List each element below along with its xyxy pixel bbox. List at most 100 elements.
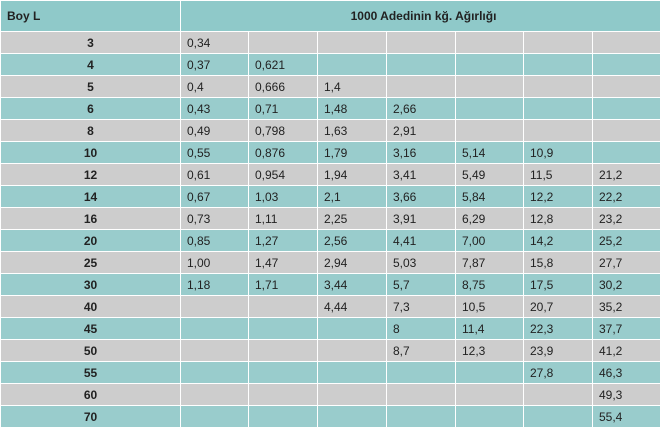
weight-cell	[455, 119, 524, 142]
weight-cell	[591, 75, 660, 98]
weight-cell: 0,37	[180, 53, 249, 76]
weight-cell: 2,56	[317, 229, 387, 252]
weight-cell: 0,67	[180, 185, 249, 208]
boy-cell: 25	[0, 251, 181, 274]
table-row: 4 0,37 0,621	[0, 53, 660, 76]
boy-cell: 16	[0, 207, 181, 230]
weight-cell: 10,9	[523, 141, 593, 164]
weight-cell: 20,7	[523, 295, 593, 318]
weight-cell: 1,71	[248, 273, 318, 296]
weight-cell: 1,27	[248, 229, 318, 252]
boy-cell: 55	[0, 361, 181, 384]
weight-cell	[317, 383, 387, 406]
weight-cell	[523, 405, 593, 428]
weight-cell: 46,3	[591, 361, 660, 384]
weight-cell: 1,11	[248, 207, 318, 230]
weight-cell	[591, 119, 660, 142]
weight-cell: 21,2	[591, 163, 660, 186]
boy-cell: 6	[0, 97, 181, 120]
weight-cell: 0,55	[180, 141, 249, 164]
weight-cell: 0,954	[248, 163, 318, 186]
weight-cell	[317, 361, 387, 384]
weight-cell: 0,61	[180, 163, 249, 186]
weight-cell	[248, 339, 318, 362]
weight-cell	[180, 361, 249, 384]
boy-cell: 4	[0, 53, 181, 76]
weight-cell	[523, 53, 593, 76]
weight-cell: 0,4	[180, 75, 249, 98]
weight-cell: 0,49	[180, 119, 249, 142]
weight-cell	[248, 383, 318, 406]
weight-cell: 15,8	[523, 251, 593, 274]
weight-cell: 1,94	[317, 163, 387, 186]
weight-cell: 27,8	[523, 361, 593, 384]
table-row: 10 0,55 0,876 1,79 3,16 5,14 10,9	[0, 141, 660, 164]
weight-cell	[386, 75, 456, 98]
weight-cell	[180, 295, 249, 318]
weight-cell: 4,44	[317, 295, 387, 318]
weight-cell	[317, 339, 387, 362]
table-row: 70 55,4	[0, 405, 660, 428]
table-body: 3 0,34 4 0,37 0,621 5 0,4 0,666 1,4 6 0,43 0,71 1,48…	[0, 31, 660, 428]
table-row: 50 8,7 12,3 23,9 41,2	[0, 339, 660, 362]
weight-cell: 1,18	[180, 273, 249, 296]
weight-cell	[523, 97, 593, 120]
weight-cell: 35,2	[591, 295, 660, 318]
boy-cell: 45	[0, 317, 181, 340]
weight-cell: 55,4	[591, 405, 660, 428]
weight-cell: 41,2	[591, 339, 660, 362]
table-row: 30 1,18 1,71 3,44 5,7 8,75 17,5 30,2	[0, 273, 660, 296]
table-header-row: Boy L 1000 Adedinin kğ. Ağırlığı	[0, 0, 660, 32]
weight-cell: 0,798	[248, 119, 318, 142]
weight-cell	[523, 75, 593, 98]
table-row: 14 0,67 1,03 2,1 3,66 5,84 12,2 22,2	[0, 185, 660, 208]
weight-cell: 1,00	[180, 251, 249, 274]
boy-cell: 40	[0, 295, 181, 318]
boy-cell: 12	[0, 163, 181, 186]
table-row: 5 0,4 0,666 1,4	[0, 75, 660, 98]
weight-cell	[386, 383, 456, 406]
weight-cell: 2,66	[386, 97, 456, 120]
weight-cell	[317, 405, 387, 428]
weight-cell	[523, 31, 593, 54]
weight-cell: 11,4	[455, 317, 524, 340]
weight-cell: 25,2	[591, 229, 660, 252]
weight-cell: 27,7	[591, 251, 660, 274]
weight-cell: 0,43	[180, 97, 249, 120]
weight-cell	[317, 317, 387, 340]
weight-cell: 2,25	[317, 207, 387, 230]
boy-cell: 14	[0, 185, 181, 208]
weight-cell: 4,41	[386, 229, 456, 252]
weight-cell: 12,8	[523, 207, 593, 230]
table-row: 20 0,85 1,27 2,56 4,41 7,00 14,2 25,2	[0, 229, 660, 252]
weight-cell	[591, 53, 660, 76]
boy-cell: 10	[0, 141, 181, 164]
table-row: 8 0,49 0,798 1,63 2,91	[0, 119, 660, 142]
table-row: 3 0,34	[0, 31, 660, 54]
weight-cell: 5,14	[455, 141, 524, 164]
weight-cell	[455, 31, 524, 54]
boy-cell: 30	[0, 273, 181, 296]
weight-cell	[455, 75, 524, 98]
weight-cell: 1,48	[317, 97, 387, 120]
weight-cell: 37,7	[591, 317, 660, 340]
weight-cell: 0,73	[180, 207, 249, 230]
weight-cell: 23,9	[523, 339, 593, 362]
boy-cell: 20	[0, 229, 181, 252]
weight-cell	[317, 31, 387, 54]
boy-cell: 8	[0, 119, 181, 142]
weight-cell: 0,85	[180, 229, 249, 252]
weight-cell: 2,94	[317, 251, 387, 274]
weight-cell	[455, 361, 524, 384]
weight-cell	[248, 31, 318, 54]
weight-cell: 3,16	[386, 141, 456, 164]
boy-cell: 50	[0, 339, 181, 362]
weight-cell: 12,2	[523, 185, 593, 208]
table-row: 12 0,61 0,954 1,94 3,41 5,49 11,5 21,2	[0, 163, 660, 186]
weight-cell: 6,29	[455, 207, 524, 230]
weight-cell: 0,71	[248, 97, 318, 120]
header-boy-l: Boy L	[0, 0, 181, 32]
weight-cell: 1,4	[317, 75, 387, 98]
boy-cell: 5	[0, 75, 181, 98]
table-row: 45 8 11,4 22,3 37,7	[0, 317, 660, 340]
